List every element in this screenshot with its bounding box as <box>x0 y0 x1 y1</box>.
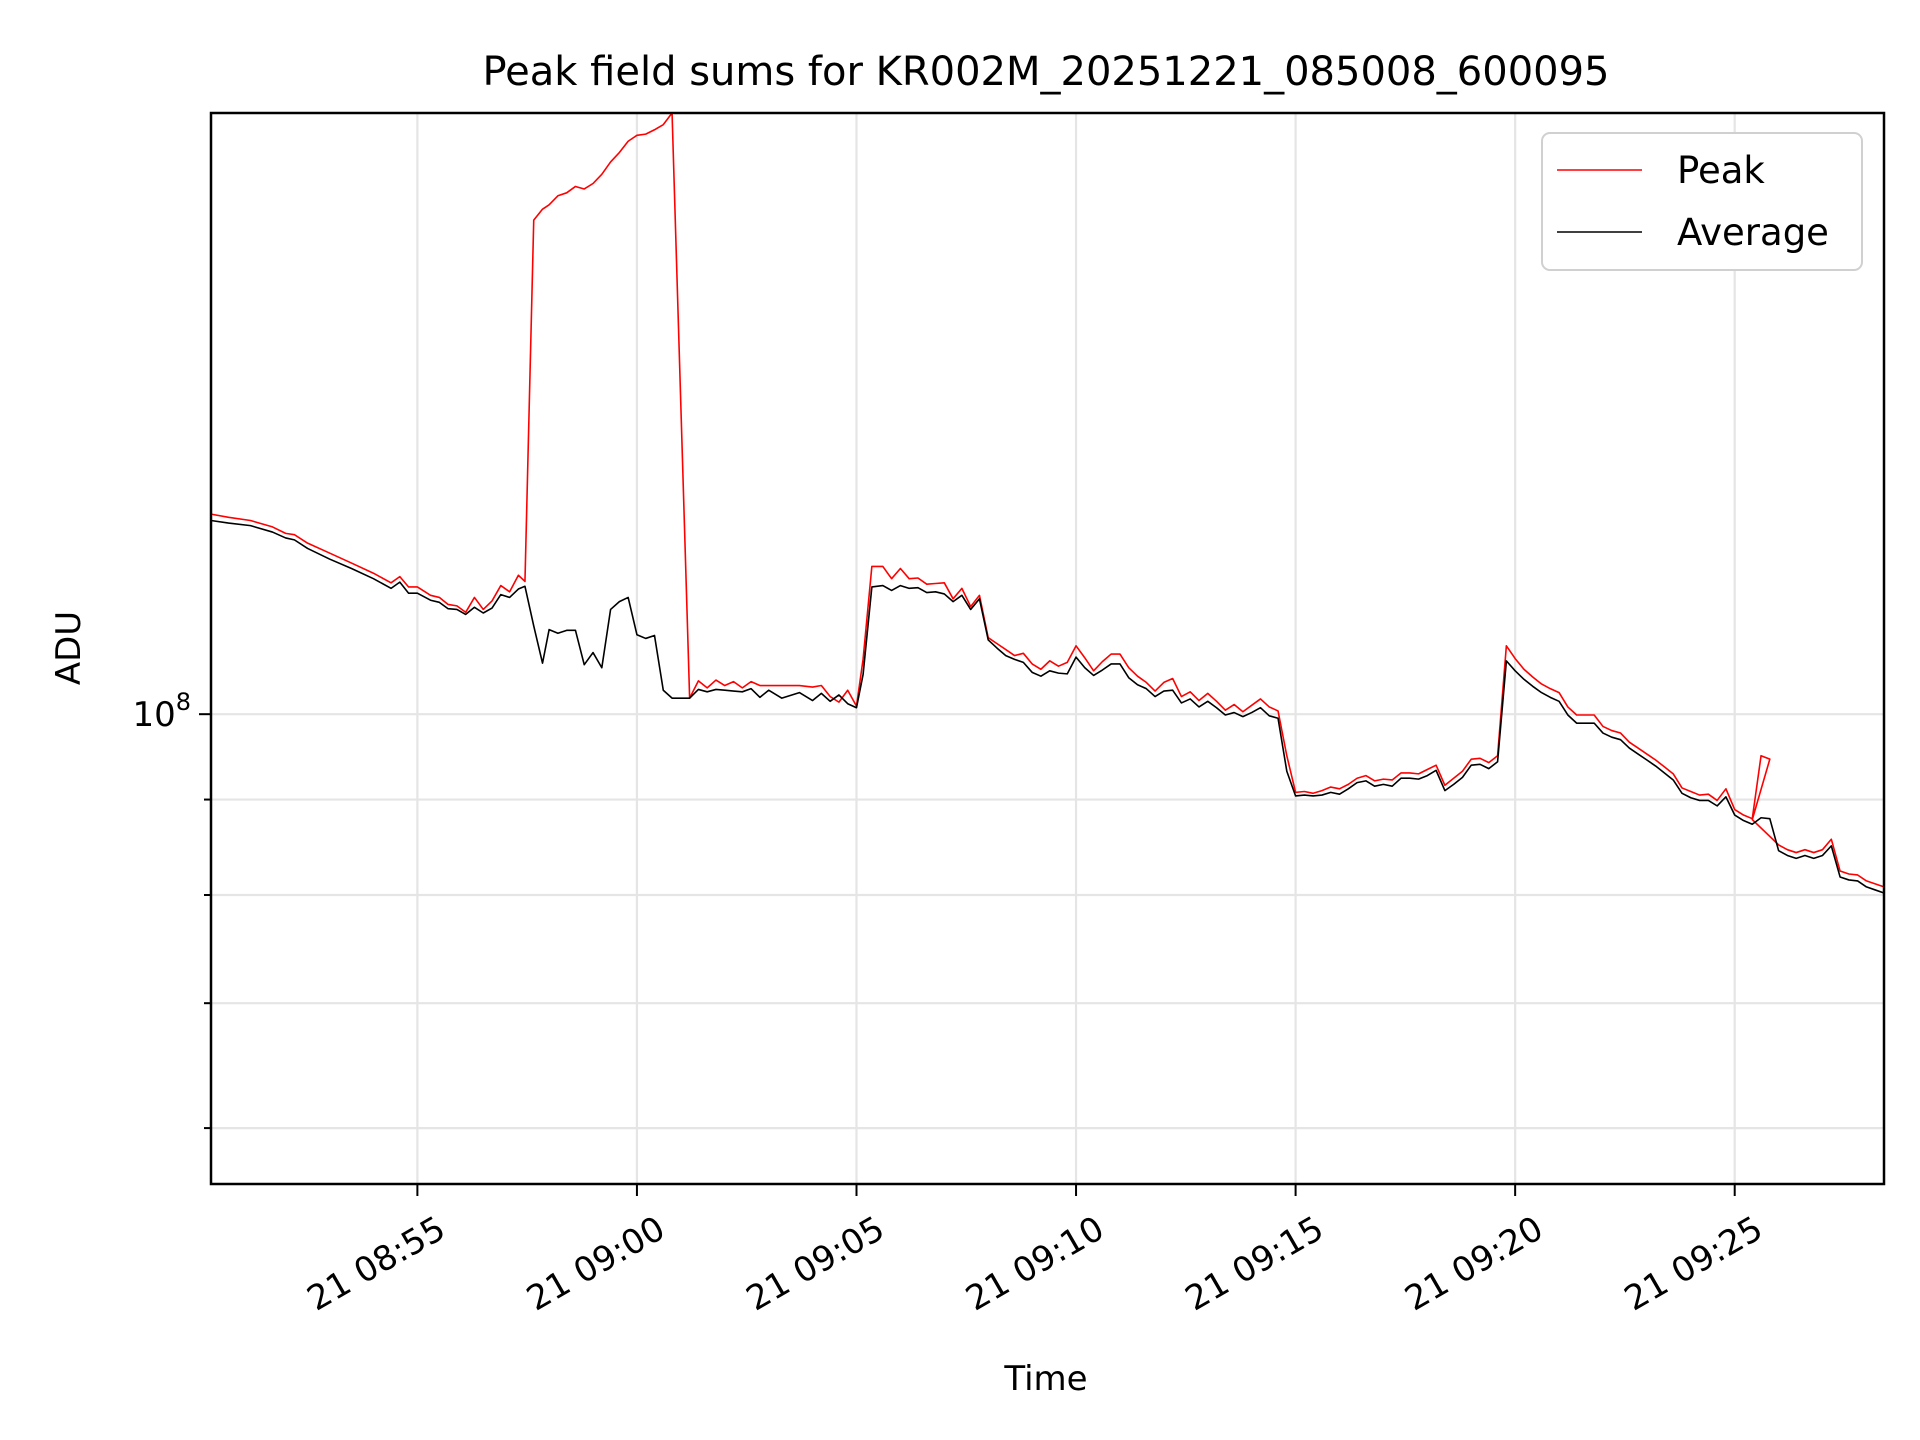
series-layer <box>210 112 1885 894</box>
legend-label-average: Average <box>1677 211 1829 254</box>
legend: Peak Average <box>1541 132 1863 271</box>
chart-title: Peak field sums for KR002M_20251221_0850… <box>482 49 1609 95</box>
grid <box>211 113 1884 1184</box>
legend-label-peak: Peak <box>1677 149 1765 192</box>
x-axis-label: Time <box>1003 1359 1087 1399</box>
legend-box <box>1541 132 1863 271</box>
series-line-average <box>210 519 1885 894</box>
plot-frame <box>209 111 1886 1186</box>
y-tick-label-base: 10 <box>132 695 175 735</box>
y-tick-label-exponent: 8 <box>176 688 191 716</box>
y-tick-label: 108 <box>132 688 191 735</box>
y-axis-ticks: 108 <box>132 688 211 1130</box>
series-line-peak <box>210 112 1885 888</box>
y-axis-label: ADU <box>49 611 89 685</box>
